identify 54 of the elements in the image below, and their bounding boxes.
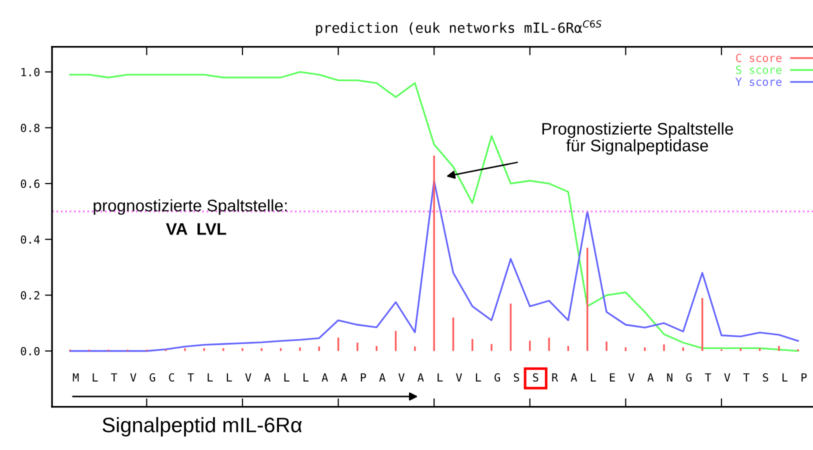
x-tick-label: A <box>322 373 328 382</box>
x-tick-label: G <box>150 373 156 382</box>
y-tick-label: 1.0 <box>21 68 40 76</box>
x-tick-label: A <box>570 373 578 382</box>
x-tick-label: L <box>782 373 788 382</box>
chart-title: prediction (euk networks mIL-6Rα$^{C6S}$ <box>316 20 602 36</box>
line-series <box>69 180 799 352</box>
x-tick-label: T <box>188 373 194 382</box>
x-tick-label: P <box>360 373 366 382</box>
y-tick-label: 0.4 <box>20 235 40 244</box>
x-tick-label: A <box>264 373 271 382</box>
legend-label: C score <box>736 54 782 62</box>
x-tick-label: S <box>514 373 520 382</box>
x-tick-label: S <box>762 373 768 382</box>
x-tick-label: L <box>226 373 232 382</box>
x-tick-label: V <box>245 373 252 382</box>
x-tick-label: T <box>704 373 712 382</box>
x-tick-label: V <box>456 373 462 382</box>
x-tick-label: R <box>552 373 558 382</box>
x-tick-label: A <box>418 373 424 382</box>
x-tick-label: A <box>340 373 348 382</box>
x-tick-label: L <box>304 373 309 382</box>
x-tick-label: L <box>92 373 98 382</box>
x-tick-label: G <box>686 373 692 382</box>
y-tick-label: 0.6 <box>20 180 40 188</box>
x-tick-label: L <box>284 373 290 382</box>
x-tick-label: M <box>72 373 79 382</box>
x-tick-label: V <box>398 373 405 382</box>
y-tick-label: 0.0 <box>20 346 40 356</box>
y-tick-label: 0.2 <box>20 291 40 300</box>
x-tick-label: N <box>667 373 672 382</box>
x-tick-label: L <box>208 373 213 382</box>
annotation: VA LVL <box>166 223 226 235</box>
x-tick-label: G <box>494 373 500 382</box>
x-tick-label: L <box>476 373 481 382</box>
x-tick-label: A <box>379 373 386 382</box>
legend-label: S score <box>736 66 782 74</box>
y-tick-label: 0.8 <box>20 124 40 132</box>
x-tick-label: E <box>610 373 615 382</box>
text: Signalpeptid mIL-6Rα <box>102 417 302 436</box>
x-tick-label: L <box>438 373 443 382</box>
x-tick-label: A <box>647 373 654 382</box>
annotation: prognostizierte Spaltstelle: <box>94 199 287 215</box>
x-tick-label: C <box>169 373 174 382</box>
x-tick-label: V <box>628 373 634 382</box>
legend-label: Y score <box>736 78 782 86</box>
annotation: Prognostizierte Spaltstelle für Signalpeptidase <box>542 122 733 155</box>
x-tick-label: V <box>724 373 730 382</box>
x-tick-label: L <box>590 373 596 382</box>
x-tick-label: V <box>130 373 136 382</box>
x-tick-label: P <box>802 373 807 382</box>
x-tick-label: T <box>111 373 118 382</box>
x-tick-label: S <box>533 373 538 382</box>
x-tick-label: T <box>743 373 750 382</box>
